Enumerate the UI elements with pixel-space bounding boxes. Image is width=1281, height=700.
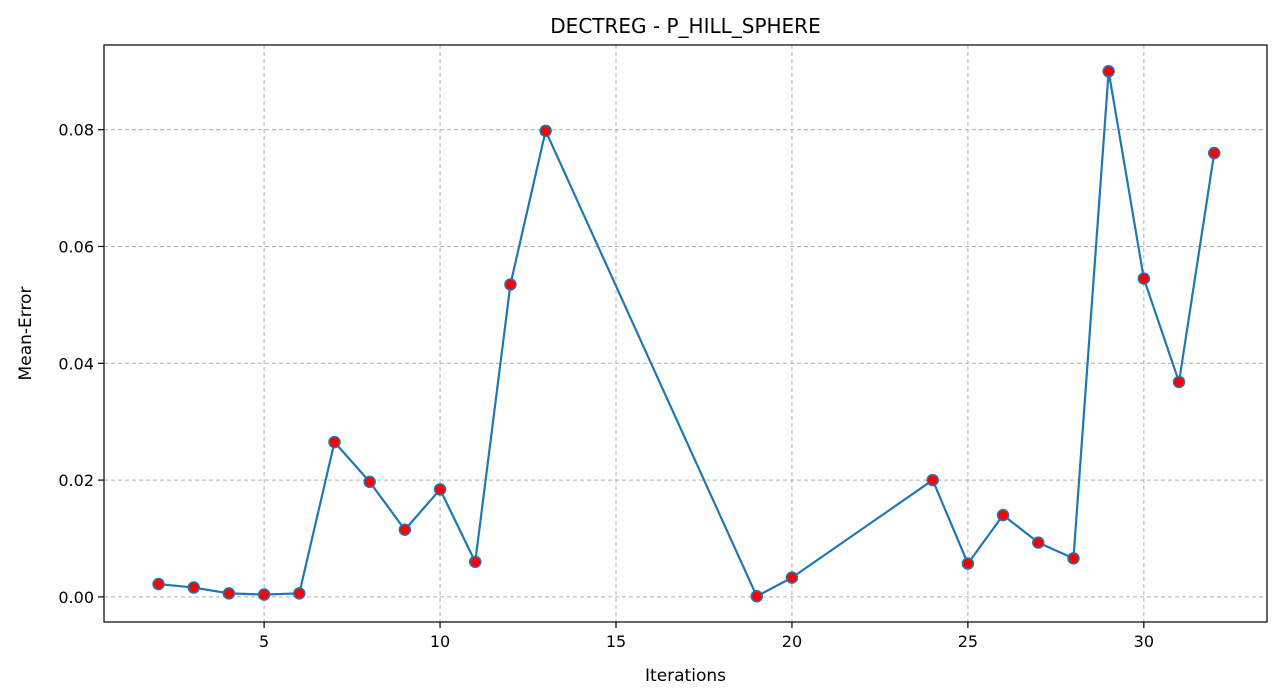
y-tick-label: 0.02 xyxy=(58,471,94,490)
plot-frame xyxy=(103,44,1268,623)
data-point xyxy=(1032,536,1045,549)
data-point xyxy=(328,435,341,449)
chart-title: DECTREG - P_HILL_SPHERE xyxy=(550,14,820,38)
data-point xyxy=(152,577,165,591)
x-tick-label: 5 xyxy=(259,632,269,651)
y-axis-label: Mean-Error xyxy=(16,287,36,381)
series-layer xyxy=(152,65,1221,603)
data-point xyxy=(1067,552,1080,565)
data-point xyxy=(539,124,552,138)
grid-lines xyxy=(104,45,1267,622)
data-point xyxy=(398,523,412,536)
y-tick-label: 0.04 xyxy=(58,354,94,373)
x-tick-label: 20 xyxy=(782,632,802,651)
x-tick-label: 30 xyxy=(1134,632,1154,651)
data-point xyxy=(363,475,376,489)
y-tick-label: 0.06 xyxy=(58,237,94,256)
data-point xyxy=(257,588,271,601)
data-point xyxy=(785,571,799,584)
data-point xyxy=(468,555,482,569)
y-tick-label: 0.08 xyxy=(58,121,94,140)
data-point xyxy=(961,557,975,570)
data-point xyxy=(1172,375,1186,389)
x-tick-label: 15 xyxy=(606,632,626,651)
data-point xyxy=(1137,272,1151,285)
data-point xyxy=(1207,146,1221,160)
data-point xyxy=(750,590,764,603)
axis-ticks: 5 10 15 20 25 30 0.00 0.02 0.04 0.06 0.08 xyxy=(58,121,1154,651)
data-point xyxy=(1102,65,1115,78)
x-tick-label: 10 xyxy=(430,632,450,651)
y-tick-label: 0.00 xyxy=(58,588,94,607)
data-point xyxy=(222,587,236,600)
x-tick-label: 25 xyxy=(958,632,978,651)
data-point xyxy=(433,483,447,496)
data-point xyxy=(293,587,306,600)
data-point xyxy=(187,581,200,594)
x-axis-label: Iterations xyxy=(645,666,726,686)
data-point xyxy=(926,473,939,487)
data-point xyxy=(996,508,1010,522)
data-point xyxy=(504,278,517,291)
